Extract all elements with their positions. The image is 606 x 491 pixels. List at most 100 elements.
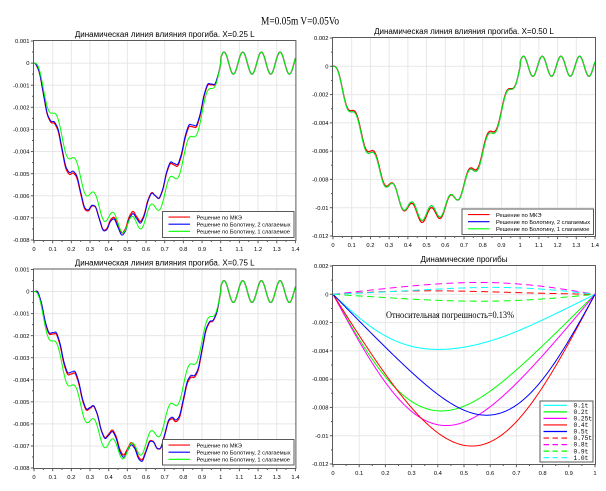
svg-text:0.5t: 0.5t	[574, 429, 589, 436]
svg-text:-0.012: -0.012	[312, 234, 328, 240]
svg-text:1.2: 1.2	[254, 475, 262, 481]
svg-text:-0.008: -0.008	[13, 238, 29, 244]
svg-text:0.5: 0.5	[423, 243, 431, 249]
svg-text:0: 0	[32, 475, 35, 481]
svg-text:1.1: 1.1	[235, 475, 243, 481]
svg-text:-0.005: -0.005	[13, 172, 29, 178]
svg-text:Решение по Болотину, 1 слагаем: Решение по Болотину, 1 слагаемое	[496, 227, 589, 233]
svg-text:1.1: 1.1	[535, 243, 543, 249]
svg-text:0.2: 0.2	[67, 247, 75, 253]
svg-text:0.7: 0.7	[161, 247, 169, 253]
svg-text:Динамическая линия влияния про: Динамическая линия влияния прогиба. X=0.…	[75, 30, 255, 39]
svg-text:0.3: 0.3	[408, 471, 416, 477]
svg-text:0.002: 0.002	[314, 264, 329, 270]
svg-text:0.6: 0.6	[441, 243, 449, 249]
svg-text:0.6: 0.6	[142, 247, 150, 253]
svg-text:-0.002: -0.002	[312, 93, 328, 99]
svg-text:-0.001: -0.001	[13, 312, 29, 318]
svg-text:Динамическая линия влияния про: Динамическая линия влияния прогиба. X=0.…	[374, 27, 554, 36]
svg-text:1.1: 1.1	[235, 247, 243, 253]
svg-text:1.3: 1.3	[273, 475, 281, 481]
svg-text:-0.004: -0.004	[13, 378, 30, 384]
svg-text:1.4: 1.4	[291, 475, 300, 481]
svg-text:0: 0	[26, 61, 29, 67]
svg-text:1.3: 1.3	[273, 247, 281, 253]
svg-text:0.4: 0.4	[434, 471, 443, 477]
svg-text:0.9t: 0.9t	[574, 448, 589, 455]
svg-text:1.4: 1.4	[291, 247, 300, 253]
svg-text:-0.01: -0.01	[315, 434, 328, 440]
svg-text:0.2t: 0.2t	[574, 409, 589, 416]
svg-text:0.25t: 0.25t	[574, 416, 593, 423]
svg-text:-0.004: -0.004	[312, 349, 329, 355]
svg-text:Решение по Болотину, 2 слагаем: Решение по Болотину, 2 слагаемых	[197, 450, 291, 456]
svg-text:-0.004: -0.004	[13, 150, 30, 156]
svg-text:0.4t: 0.4t	[574, 422, 589, 429]
svg-text:0.3: 0.3	[86, 475, 94, 481]
svg-text:0: 0	[325, 292, 328, 298]
svg-text:0.4: 0.4	[404, 243, 413, 249]
svg-text:0.2: 0.2	[381, 471, 389, 477]
svg-text:-0.006: -0.006	[13, 422, 29, 428]
svg-text:-0.008: -0.008	[13, 466, 29, 472]
svg-text:-0.006: -0.006	[312, 149, 328, 155]
svg-text:-0.002: -0.002	[13, 105, 29, 111]
svg-text:0.6: 0.6	[142, 475, 150, 481]
svg-text:0: 0	[32, 247, 35, 253]
svg-text:1.2: 1.2	[554, 243, 562, 249]
svg-text:Решение по МКЭ: Решение по МКЭ	[496, 213, 541, 219]
svg-text:0.9: 0.9	[198, 475, 206, 481]
svg-text:0.001: 0.001	[15, 39, 30, 45]
svg-text:0.9: 0.9	[497, 243, 505, 249]
svg-text:0.7: 0.7	[161, 475, 169, 481]
svg-text:-0.002: -0.002	[13, 334, 29, 340]
svg-text:0.1: 0.1	[355, 471, 363, 477]
svg-text:0.9: 0.9	[565, 471, 573, 477]
svg-text:0.8t: 0.8t	[574, 442, 589, 449]
svg-text:0.4: 0.4	[105, 475, 114, 481]
svg-text:0: 0	[325, 64, 328, 70]
svg-text:M=0.05m V=0.05Vo: M=0.05m V=0.05Vo	[261, 16, 339, 28]
svg-text:0: 0	[26, 290, 29, 296]
svg-text:Решение по МКЭ: Решение по МКЭ	[197, 215, 242, 221]
svg-text:-0.002: -0.002	[312, 321, 328, 327]
svg-text:0.1: 0.1	[49, 475, 57, 481]
svg-text:-0.003: -0.003	[13, 128, 29, 134]
svg-text:0.6: 0.6	[486, 471, 494, 477]
svg-text:1: 1	[593, 471, 596, 477]
svg-text:0.5: 0.5	[123, 475, 131, 481]
svg-text:0.1t: 0.1t	[574, 402, 589, 409]
svg-text:-0.006: -0.006	[312, 377, 328, 383]
svg-text:Решение по МКЭ: Решение по МКЭ	[197, 443, 242, 449]
svg-text:0.2: 0.2	[67, 475, 75, 481]
svg-text:-0.007: -0.007	[13, 216, 29, 222]
svg-text:0.75t: 0.75t	[574, 435, 593, 442]
svg-text:0.2: 0.2	[366, 243, 374, 249]
svg-text:Решение по Болотину, 1 слагаем: Решение по Болотину, 1 слагаемое	[197, 230, 290, 236]
svg-text:0.7: 0.7	[512, 471, 520, 477]
svg-text:0.8: 0.8	[479, 243, 487, 249]
svg-text:-0.003: -0.003	[13, 356, 29, 362]
svg-text:Относительная погрешность=0.13: Относительная погрешность=0.13%	[386, 310, 514, 321]
svg-text:-0.001: -0.001	[13, 83, 29, 89]
svg-text:Динамическая линия влияния про: Динамическая линия влияния прогиба. X=0.…	[75, 259, 255, 268]
svg-text:1.3: 1.3	[572, 243, 580, 249]
svg-text:0.9: 0.9	[198, 247, 206, 253]
svg-text:1.4: 1.4	[591, 243, 600, 249]
svg-text:0.4: 0.4	[105, 247, 114, 253]
svg-text:0.002: 0.002	[314, 36, 329, 42]
svg-text:0.5: 0.5	[460, 471, 468, 477]
svg-text:0.3: 0.3	[86, 247, 94, 253]
svg-text:-0.008: -0.008	[312, 178, 328, 184]
svg-text:-0.005: -0.005	[13, 400, 29, 406]
svg-text:0.5: 0.5	[123, 247, 131, 253]
svg-text:0.8: 0.8	[539, 471, 547, 477]
svg-text:0: 0	[331, 471, 334, 477]
svg-text:-0.007: -0.007	[13, 444, 29, 450]
svg-text:1.0t: 1.0t	[574, 455, 589, 462]
svg-text:1: 1	[219, 475, 222, 481]
svg-text:-0.01: -0.01	[315, 206, 328, 212]
svg-text:-0.006: -0.006	[13, 194, 29, 200]
svg-text:0.1: 0.1	[348, 243, 356, 249]
svg-text:1: 1	[519, 243, 522, 249]
